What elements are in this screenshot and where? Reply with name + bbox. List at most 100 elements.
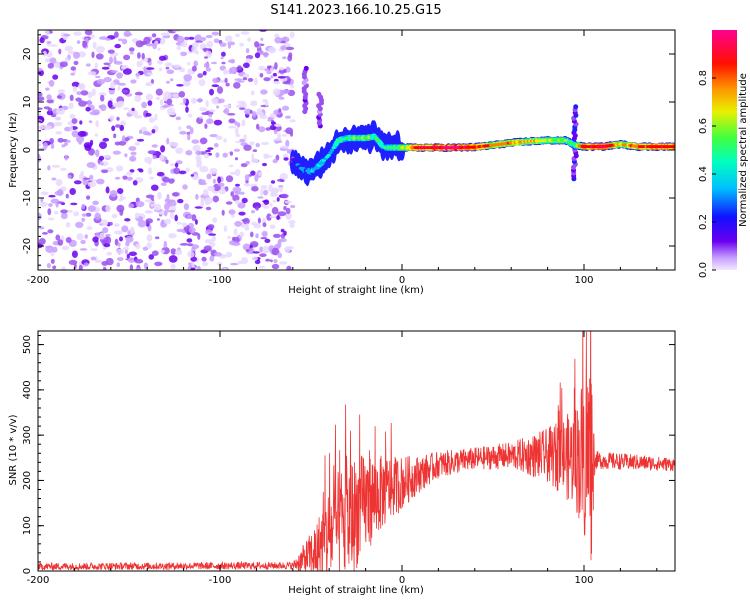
snr-x-tick-label: -100	[209, 575, 232, 586]
noise-speckle	[60, 167, 67, 171]
noise-speckle	[205, 67, 212, 72]
noise-speckle	[174, 162, 179, 168]
noise-speckle	[234, 157, 239, 161]
noise-speckle	[148, 117, 156, 123]
noise-speckle	[117, 86, 121, 91]
noise-speckle	[264, 155, 273, 158]
noise-speckle	[283, 230, 287, 236]
noise-speckle	[254, 41, 260, 48]
noise-speckle	[158, 67, 163, 72]
noise-speckle	[227, 113, 236, 116]
noise-speckle	[102, 137, 110, 142]
noise-speckle	[134, 115, 143, 119]
noise-speckle	[243, 144, 252, 151]
noise-speckle	[240, 31, 250, 35]
noise-speckle	[230, 59, 236, 64]
noise-speckle	[241, 197, 248, 204]
ridge-core	[328, 151, 333, 155]
noise-speckle	[70, 66, 77, 71]
noise-speckle	[203, 245, 212, 252]
noise-speckle	[95, 120, 99, 128]
noise-speckle	[282, 81, 291, 85]
noise-speckle	[107, 49, 115, 54]
noise-speckle	[277, 252, 283, 259]
noise-speckle	[287, 54, 293, 62]
noise-speckle	[191, 65, 197, 72]
noise-speckle	[232, 186, 242, 193]
noise-speckle	[228, 125, 237, 129]
noise-speckle	[38, 112, 41, 117]
noise-speckle	[163, 91, 172, 99]
noise-speckle	[154, 236, 160, 240]
noise-speckle	[276, 215, 280, 220]
noise-speckle	[189, 127, 194, 135]
noise-speckle	[40, 197, 44, 203]
colorbar-tick-label: 0.0	[698, 262, 709, 278]
noise-speckle	[146, 72, 154, 76]
noise-speckle	[145, 113, 152, 117]
noise-speckle	[207, 185, 216, 192]
noise-speckle	[237, 202, 246, 209]
noise-speckle	[236, 104, 242, 109]
noise-speckle	[44, 58, 51, 63]
noise-speckle	[259, 112, 264, 116]
noise-speckle	[75, 221, 84, 229]
noise-speckle	[156, 218, 160, 221]
noise-speckle	[281, 134, 288, 137]
noise-speckle	[64, 45, 74, 52]
noise-speckle	[160, 32, 170, 37]
noise-speckle	[58, 48, 62, 55]
noise-speckle	[115, 248, 125, 255]
noise-speckle	[262, 162, 267, 167]
noise-speckle	[239, 231, 245, 238]
noise-speckle	[65, 222, 71, 228]
noise-speckle	[274, 62, 278, 70]
noise-speckle	[212, 195, 219, 203]
noise-speckle	[284, 246, 291, 253]
noise-speckle	[272, 233, 281, 238]
noise-speckle	[166, 80, 170, 84]
noise-speckle	[221, 209, 225, 216]
noise-speckle	[202, 70, 207, 76]
noise-speckle	[96, 78, 105, 85]
noise-speckle	[101, 169, 109, 174]
noise-speckle	[168, 233, 177, 239]
noise-speckle	[69, 113, 76, 119]
noise-speckle	[179, 130, 188, 135]
noise-speckle	[209, 88, 214, 96]
noise-speckle	[117, 242, 121, 247]
noise-speckle	[230, 191, 234, 197]
noise-speckle	[39, 37, 45, 44]
noise-speckle	[95, 75, 101, 79]
noise-speckle	[188, 227, 196, 234]
noise-speckle	[176, 35, 185, 44]
noise-speckle	[87, 99, 92, 107]
noise-speckle	[38, 238, 46, 245]
noise-speckle	[261, 245, 271, 254]
noise-speckle	[192, 144, 201, 152]
noise-speckle	[243, 182, 251, 187]
noise-speckle	[103, 62, 110, 66]
noise-speckle	[185, 167, 191, 173]
noise-speckle	[264, 238, 271, 243]
noise-speckle	[187, 250, 195, 258]
noise-speckle	[273, 140, 283, 144]
noise-speckle	[285, 207, 291, 215]
colorbar-tick-label: 0.6	[698, 118, 709, 134]
noise-speckle	[196, 98, 203, 103]
colorbar-tick-label: 0.2	[698, 214, 709, 230]
noise-speckle	[217, 98, 225, 104]
noise-speckle	[117, 188, 124, 194]
noise-speckle	[76, 91, 82, 96]
noise-speckle	[271, 206, 279, 215]
noise-speckle	[283, 157, 289, 161]
noise-speckle	[154, 37, 161, 42]
noise-speckle	[52, 265, 57, 270]
noise-speckle	[280, 45, 287, 51]
noise-speckle	[222, 152, 228, 158]
noise-speckle	[215, 135, 223, 140]
noise-speckle	[202, 48, 211, 51]
noise-speckle	[235, 199, 240, 205]
noise-speckle	[71, 81, 80, 88]
